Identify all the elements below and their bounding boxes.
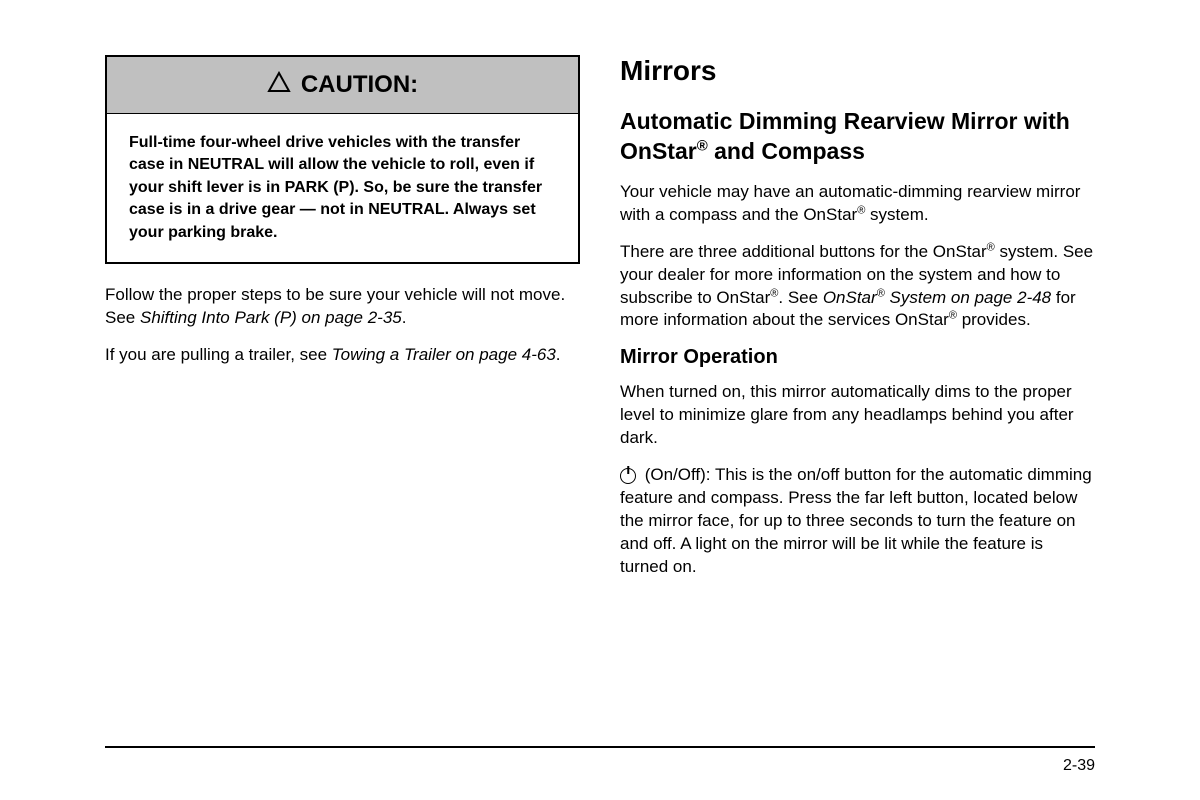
ref-text: OnStar (823, 288, 877, 307)
para-text: . (556, 345, 561, 364)
left-column: CAUTION: Full-time four-wheel drive vehi… (105, 55, 580, 705)
power-icon (620, 468, 636, 484)
registered-symbol: ® (697, 137, 708, 154)
left-paragraph-1: Follow the proper steps to be sure your … (105, 284, 580, 330)
registered-symbol: ® (877, 287, 885, 299)
registered-symbol: ® (987, 241, 995, 253)
left-paragraph-2: If you are pulling a trailer, see Towing… (105, 344, 580, 367)
para-text: (On/Off): This is the on/off button for … (620, 465, 1092, 576)
subheading: Mirror Operation (620, 346, 1095, 369)
cross-reference: Shifting Into Park (P) on page 2-35 (140, 308, 402, 327)
para-text: system. (865, 205, 928, 224)
para-text: . See (778, 288, 822, 307)
right-paragraph-3: When turned on, this mirror automaticall… (620, 381, 1095, 450)
para-text: . (402, 308, 407, 327)
para-text: provides. (957, 310, 1031, 329)
right-paragraph-2: There are three additional buttons for t… (620, 241, 1095, 333)
footer-rule (105, 746, 1095, 748)
section-title: Mirrors (620, 55, 1095, 87)
subsection-text: and Compass (708, 138, 865, 164)
page-container: CAUTION: Full-time four-wheel drive vehi… (0, 0, 1200, 800)
right-column: Mirrors Automatic Dimming Rearview Mirro… (620, 55, 1095, 705)
caution-box: CAUTION: Full-time four-wheel drive vehi… (105, 55, 580, 264)
cross-reference: OnStar® System on page 2-48 (823, 288, 1051, 307)
right-paragraph-1: Your vehicle may have an automatic-dimmi… (620, 181, 1095, 227)
ref-text: System on page 2-48 (885, 288, 1051, 307)
right-paragraph-4: (On/Off): This is the on/off button for … (620, 464, 1095, 579)
caution-title: CAUTION: (301, 71, 418, 99)
two-column-layout: CAUTION: Full-time four-wheel drive vehi… (105, 55, 1095, 705)
cross-reference: Towing a Trailer on page 4-63 (332, 345, 556, 364)
para-text: If you are pulling a trailer, see (105, 345, 332, 364)
warning-triangle-icon (267, 71, 291, 99)
caution-body-text: Full-time four-wheel drive vehicles with… (107, 114, 578, 262)
registered-symbol: ® (949, 310, 957, 322)
subsection-title: Automatic Dimming Rearview Mirror with O… (620, 107, 1095, 167)
page-number: 2-39 (1063, 757, 1095, 775)
para-text: There are three additional buttons for t… (620, 242, 987, 261)
para-text: Your vehicle may have an automatic-dimmi… (620, 182, 1080, 224)
caution-header: CAUTION: (107, 57, 578, 114)
